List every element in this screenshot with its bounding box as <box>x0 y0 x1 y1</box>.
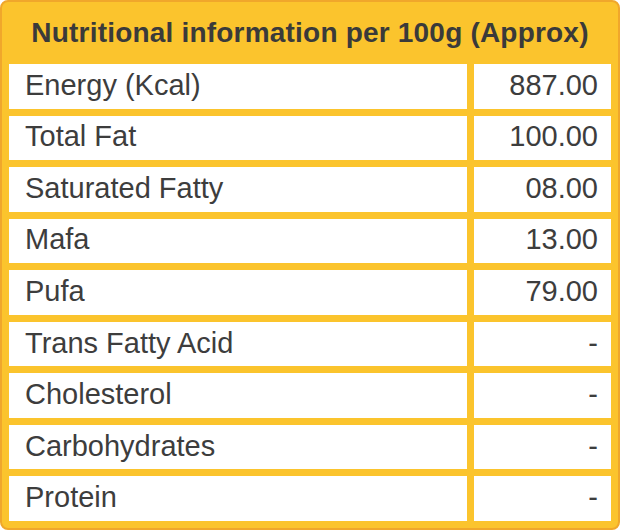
nutrition-table: Nutritional information per 100g (Approx… <box>0 0 620 530</box>
nutrient-value: - <box>474 322 611 367</box>
table-row: Energy (Kcal) 887.00 <box>9 64 611 109</box>
nutrient-label: Trans Fatty Acid <box>9 322 467 367</box>
nutrient-label: Energy (Kcal) <box>9 64 467 109</box>
table-row: Trans Fatty Acid - <box>9 322 611 367</box>
nutrient-value: 08.00 <box>474 167 611 212</box>
nutrient-value: 79.00 <box>474 270 611 315</box>
table-row: Carbohydrates - <box>9 425 611 470</box>
nutrient-label: Saturated Fatty <box>9 167 467 212</box>
nutrient-label: Cholesterol <box>9 373 467 418</box>
nutrition-information-panel: Nutritional information per 100g (Approx… <box>0 0 620 530</box>
table-row: Protein - <box>9 476 611 521</box>
nutrient-label: Carbohydrates <box>9 425 467 470</box>
nutrient-value: 887.00 <box>474 64 611 109</box>
nutrient-label: Pufa <box>9 270 467 315</box>
nutrient-value: 100.00 <box>474 116 611 161</box>
table-row: Total Fat 100.00 <box>9 116 611 161</box>
table-row: Cholesterol - <box>9 373 611 418</box>
nutrient-value: 13.00 <box>474 219 611 264</box>
nutrient-value: - <box>474 476 611 521</box>
table-header-row: Nutritional information per 100g (Approx… <box>9 9 611 57</box>
nutrient-label: Protein <box>9 476 467 521</box>
nutrient-value: - <box>474 425 611 470</box>
table-row: Pufa 79.00 <box>9 270 611 315</box>
nutrient-value: - <box>474 373 611 418</box>
table-row: Mafa 13.00 <box>9 219 611 264</box>
table-title: Nutritional information per 100g (Approx… <box>9 9 611 57</box>
nutrient-label: Total Fat <box>9 116 467 161</box>
nutrient-label: Mafa <box>9 219 467 264</box>
table-row: Saturated Fatty 08.00 <box>9 167 611 212</box>
